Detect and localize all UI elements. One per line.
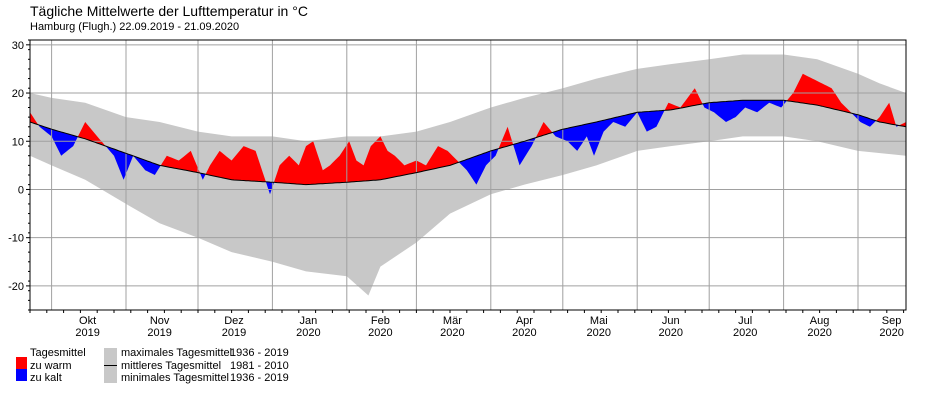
x-year-label-9: 2020 xyxy=(659,327,683,339)
warm-anomaly-area-13 xyxy=(498,126,514,149)
legend-warm-label: zu warm xyxy=(30,360,72,372)
chart-title: Tägliche Mittelwerte der Lufttemperatur … xyxy=(30,3,308,19)
x-year-label-4: 2020 xyxy=(296,327,320,339)
grid-layer xyxy=(30,40,906,310)
cold-anomaly-area-14 xyxy=(513,137,536,166)
legend-min-label: minimales Tagesmittel xyxy=(121,372,230,384)
legend-title: Tagesmittel xyxy=(30,347,86,359)
x-year-label-2: 2019 xyxy=(147,327,171,339)
x-month-label-9: Jun xyxy=(662,315,680,327)
chart-subtitle: Hamburg (Flugh.) 22.09.2019 - 21.09.2020 xyxy=(30,21,240,33)
x-month-label-5: Feb xyxy=(371,315,390,327)
cold-anomaly-area-8 xyxy=(200,173,206,180)
x-month-label-8: Mai xyxy=(590,315,608,327)
cold-anomaly-area-6 xyxy=(133,156,161,175)
x-month-label-4: Jan xyxy=(300,315,318,327)
cold-anomaly-area-18 xyxy=(637,110,665,132)
x-year-label-3: 2019 xyxy=(222,327,246,339)
y-tick-label--20: -20 xyxy=(8,281,24,293)
cold-anomaly-area-2 xyxy=(38,124,78,156)
x-month-label-1: Okt xyxy=(79,315,96,327)
x-month-label-7: Apr xyxy=(516,315,533,327)
y-tick-label--10: -10 xyxy=(8,233,24,245)
y-tick-label-30: 30 xyxy=(12,40,24,52)
warm-anomaly-area-19 xyxy=(664,88,703,111)
warm-anomaly-area-7 xyxy=(160,150,200,173)
legend-cold-swatch xyxy=(16,369,27,381)
legend-warm-swatch xyxy=(16,357,27,369)
warm-anomaly-area-1 xyxy=(30,112,39,125)
warm-anomaly-area-11 xyxy=(274,136,459,185)
y-tick-label-20: 20 xyxy=(12,88,24,100)
x-year-label-6: 2020 xyxy=(440,327,464,339)
x-year-label-8: 2020 xyxy=(587,327,611,339)
x-year-label-7: 2020 xyxy=(512,327,536,339)
x-month-label-11: Aug xyxy=(810,315,830,327)
x-year-label-11: 2020 xyxy=(807,327,831,339)
x-year-label-10: 2020 xyxy=(733,327,757,339)
y-tick-label-0: 0 xyxy=(18,184,24,196)
legend-max-label: maximales Tagesmittel xyxy=(121,347,233,359)
legend-cold-label: zu kalt xyxy=(30,372,62,384)
warm-anomaly-area-9 xyxy=(205,146,266,182)
cold-anomaly-area-12 xyxy=(458,148,499,185)
x-month-label-2: Nov xyxy=(150,315,170,327)
cold-anomaly-area-20 xyxy=(702,100,787,122)
warm-anomaly-area-3 xyxy=(77,122,106,147)
legend-mean-label: mittleres Tagesmittel xyxy=(121,360,222,372)
x-year-label-1: 2019 xyxy=(75,327,99,339)
mean-line-layer xyxy=(29,99,907,186)
y-tick-label-10: 10 xyxy=(12,136,24,148)
x-year-label-12: 2020 xyxy=(879,327,903,339)
warm-anomaly-area-23 xyxy=(876,102,896,125)
x-month-label-12: Sep xyxy=(882,315,902,327)
climate-range-band xyxy=(30,54,906,296)
legend-mean-period: 1981 - 2010 xyxy=(230,360,289,372)
cold-anomaly-area-16 xyxy=(552,112,638,156)
x-month-label-6: Mär xyxy=(443,315,462,327)
legend-min-period: 1936 - 2019 xyxy=(230,372,289,384)
climate-band-layer xyxy=(30,54,906,296)
x-month-label-10: Jul xyxy=(738,315,752,327)
axes-layer: -20-100102030Okt2019Nov2019Dez2019Jan202… xyxy=(8,39,907,339)
x-year-label-5: 2020 xyxy=(368,327,392,339)
x-month-label-3: Dez xyxy=(224,315,244,327)
legend-max-period: 1936 - 2019 xyxy=(230,347,289,359)
legend-mean-line xyxy=(104,365,117,366)
mean-temperature-line xyxy=(29,99,907,186)
